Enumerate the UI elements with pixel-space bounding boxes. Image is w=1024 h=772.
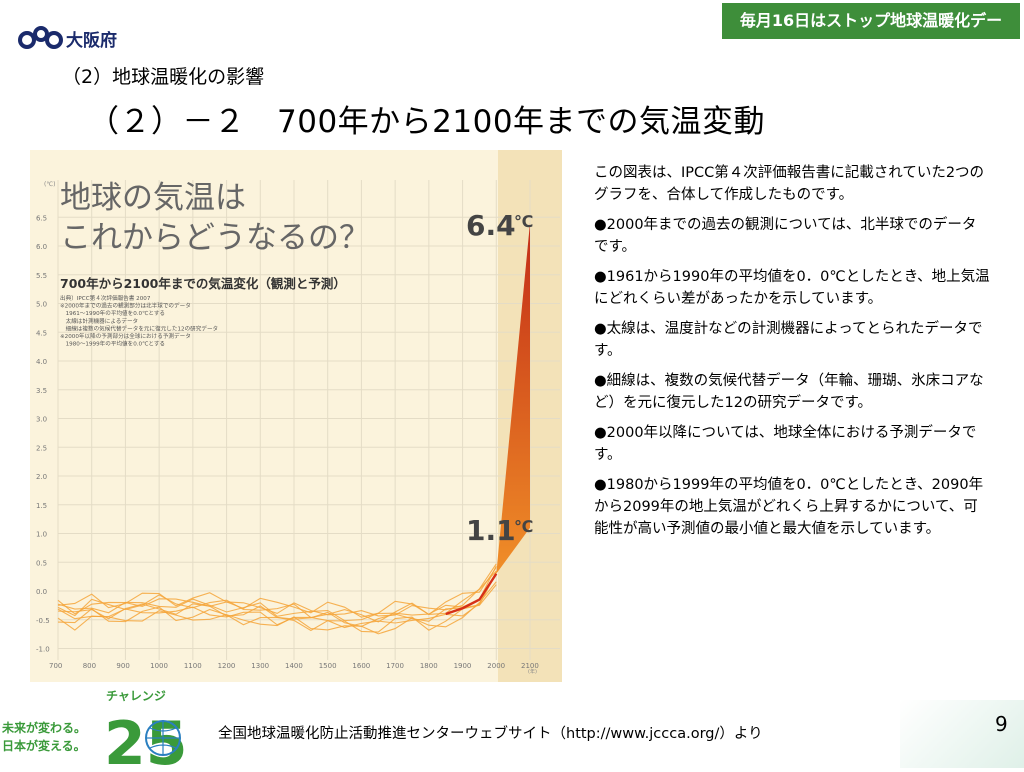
proxy-series-line — [57, 584, 497, 633]
x-tick-label: 2000 — [487, 662, 505, 670]
x-tick-label: 1300 — [251, 662, 269, 670]
x-tick-label: 2100 — [521, 662, 539, 670]
description-paragraph: ●細線は、複数の気候代替データ（年輪、珊瑚、氷床コアなど）を元に復元した12の研… — [594, 373, 984, 411]
y-tick-label: -0.5 — [36, 617, 50, 625]
chart-note: 細線は複数の気候代替データを元に復元した12の研究データ — [60, 324, 218, 332]
x-tick-label: 1100 — [184, 662, 202, 670]
y-tick-label: 6.0 — [36, 243, 47, 251]
chart-canvas: 6.5 6.0 5.5 5.0 4.5 4.0 3.5 3.0 2.5 2.0 1.5 1.0 0.5 0… — [36, 150, 562, 682]
x-unit-label: (年) — [528, 668, 537, 675]
y-tick-label: 4.0 — [36, 358, 47, 366]
y-tick-label: 4.5 — [36, 329, 47, 337]
osaka-logo: 大阪府 — [18, 22, 138, 54]
slogan-line2: 日本が変える。 — [2, 738, 86, 753]
page-title: （２）－２ 700年から2100年までの気温変動 — [88, 104, 766, 140]
x-tick-label: 900 — [116, 662, 129, 670]
footer-decoration — [900, 700, 1024, 768]
chart-note: 1980～1999年の平均値を0.0℃とする — [60, 340, 165, 348]
description-paragraph: ●太線は、温度計などの計測機器によってとられたデータです。 — [594, 321, 983, 359]
proxy-series-line — [57, 565, 497, 622]
description-panel: この図表は、IPCC第４次評価報告書に記載されていた2つのグラフを、合体して作成… — [594, 162, 990, 548]
proxy-series-line — [57, 570, 497, 623]
chart-note: 太線は計測機器によるデータ — [60, 317, 138, 325]
section-subtitle: （2）地球温暖化の影響 — [62, 66, 265, 88]
y-tick-label: -1.0 — [36, 646, 50, 654]
page-number: 9 — [995, 712, 1008, 736]
y-tick-label: 0.5 — [36, 559, 47, 567]
description-paragraph: ●2000年以降については、地球全体における予測データです。 — [594, 425, 977, 463]
x-tick-label: 1600 — [352, 662, 370, 670]
x-tick-label: 1900 — [454, 662, 472, 670]
x-ticks: 700 800 900 1000 1100 1200 1300 1400 1500 1600 170… — [49, 662, 539, 670]
source-credit: 全国地球温暖化防止活動推進センターウェブサイト（http://www.jccca… — [218, 726, 763, 742]
proxy-series-line — [57, 581, 497, 635]
description-paragraph: ●1980から1999年の平均値を0．0℃としたとき、2090年から2099年の… — [594, 477, 984, 537]
proxy-series-line — [57, 571, 497, 629]
y-tick-label: 1.0 — [36, 531, 47, 539]
y-ticks: 6.5 6.0 5.5 5.0 4.5 4.0 3.5 3.0 2.5 2.0 1.5 1.0 0.5 0… — [36, 214, 50, 653]
instrument-series-line — [445, 573, 498, 616]
challenge25-emblem-icon: チャレンジ 25 未来が変わる。 日本が変える。 — [1, 689, 188, 772]
logo-text: 大阪府 — [66, 31, 117, 51]
description-paragraph: この図表は、IPCC第４次評価報告書に記載されていた2つのグラフを、合体して作成… — [594, 165, 985, 203]
y-tick-label: 0.0 — [36, 588, 47, 596]
y-tick-label: 3.0 — [36, 416, 47, 424]
x-tick-label: 700 — [49, 662, 62, 670]
chart-subtitle: 700年から2100年までの気温変化（観測と予測） — [60, 276, 346, 291]
chart-note: 出典）IPCC第４次評価報告書 2007 — [60, 294, 151, 302]
chart-title-line1: 地球の気温は — [60, 180, 246, 216]
y-unit-label: (℃) — [44, 181, 55, 188]
grid-layer — [57, 180, 560, 660]
annotation-value: 6.4 — [466, 209, 516, 242]
slogan-line1: 未来が変わる。 — [1, 720, 86, 735]
annotation-value: 1.1 — [466, 514, 516, 547]
description-paragraph: ●1961から1990年の平均値を0．0℃としたとき、地上気温にどれくらい差があ… — [594, 269, 990, 307]
annotation-unit: ℃ — [514, 212, 533, 231]
y-tick-label: 5.0 — [36, 301, 47, 309]
temperature-chart: 6.5 6.0 5.5 5.0 4.5 4.0 3.5 3.0 2.5 2.0 1.5 1.0 0.5 0… — [30, 150, 562, 682]
x-tick-label: 1500 — [319, 662, 337, 670]
chart-note: ※2000年以降の予測部分は全球における予測データ — [60, 332, 191, 340]
challenge-label: チャレンジ — [106, 689, 166, 703]
chart-title-line2: これからどうなるの？ — [60, 220, 370, 256]
challenge25-logo: チャレンジ 25 未来が変わる。 日本が変える。 — [0, 688, 190, 772]
stop-warming-banner: 毎月16日はストップ地球温暖化デー — [722, 3, 1020, 39]
x-tick-label: 1200 — [218, 662, 236, 670]
y-tick-label: 5.5 — [36, 272, 47, 280]
description-paragraph: ●2000年までの過去の観測については、北半球でのデータです。 — [594, 217, 977, 255]
x-tick-label: 1400 — [285, 662, 303, 670]
annotation-layer: 6.4℃1.1℃ — [466, 209, 533, 547]
x-tick-label: 800 — [83, 662, 96, 670]
y-tick-label: 2.5 — [36, 444, 47, 452]
x-tick-label: 1700 — [386, 662, 404, 670]
x-tick-label: 1800 — [420, 662, 438, 670]
chart-notes: 出典）IPCC第４次評価報告書 2007※2000年までの過去の観測部分は北半球… — [60, 294, 218, 348]
x-tick-label: 1000 — [150, 662, 168, 670]
chart-note: 1961～1990年の平均値を0.0℃とする — [60, 309, 165, 317]
proxy-series-line — [57, 563, 497, 617]
y-tick-label: 6.5 — [36, 214, 47, 222]
osaka-emblem-icon — [18, 26, 63, 49]
y-tick-label: 3.5 — [36, 387, 47, 395]
annotation-unit: ℃ — [514, 517, 533, 536]
y-tick-label: 1.5 — [36, 502, 47, 510]
y-tick-label: 2.0 — [36, 473, 47, 481]
chart-note: ※2000年までの過去の観測部分は北半球でのデータ — [60, 302, 191, 310]
